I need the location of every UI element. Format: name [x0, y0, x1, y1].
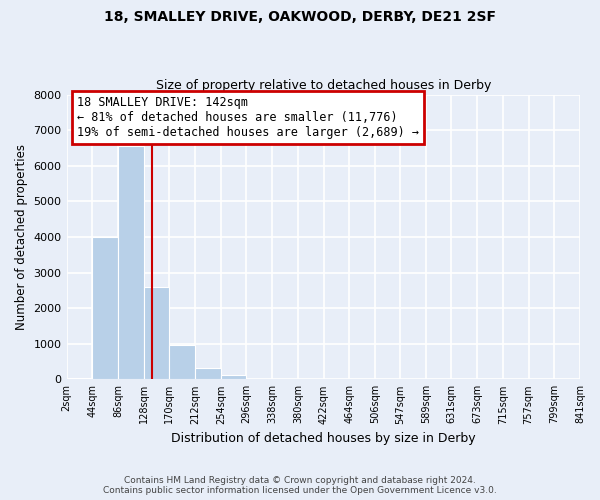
Bar: [118, 146, 143, 380]
X-axis label: Distribution of detached houses by size in Derby: Distribution of detached houses by size …: [171, 432, 476, 445]
Bar: [221, 374, 247, 380]
Bar: [67, 378, 92, 380]
Y-axis label: Number of detached properties: Number of detached properties: [15, 144, 28, 330]
Text: 18 SMALLEY DRIVE: 142sqm
← 81% of detached houses are smaller (11,776)
19% of se: 18 SMALLEY DRIVE: 142sqm ← 81% of detach…: [77, 96, 419, 139]
Bar: [169, 345, 195, 380]
Bar: [143, 287, 169, 380]
Bar: [195, 368, 221, 380]
Text: 18, SMALLEY DRIVE, OAKWOOD, DERBY, DE21 2SF: 18, SMALLEY DRIVE, OAKWOOD, DERBY, DE21 …: [104, 10, 496, 24]
Bar: [92, 237, 118, 380]
Title: Size of property relative to detached houses in Derby: Size of property relative to detached ho…: [155, 79, 491, 92]
Text: Contains HM Land Registry data © Crown copyright and database right 2024.
Contai: Contains HM Land Registry data © Crown c…: [103, 476, 497, 495]
